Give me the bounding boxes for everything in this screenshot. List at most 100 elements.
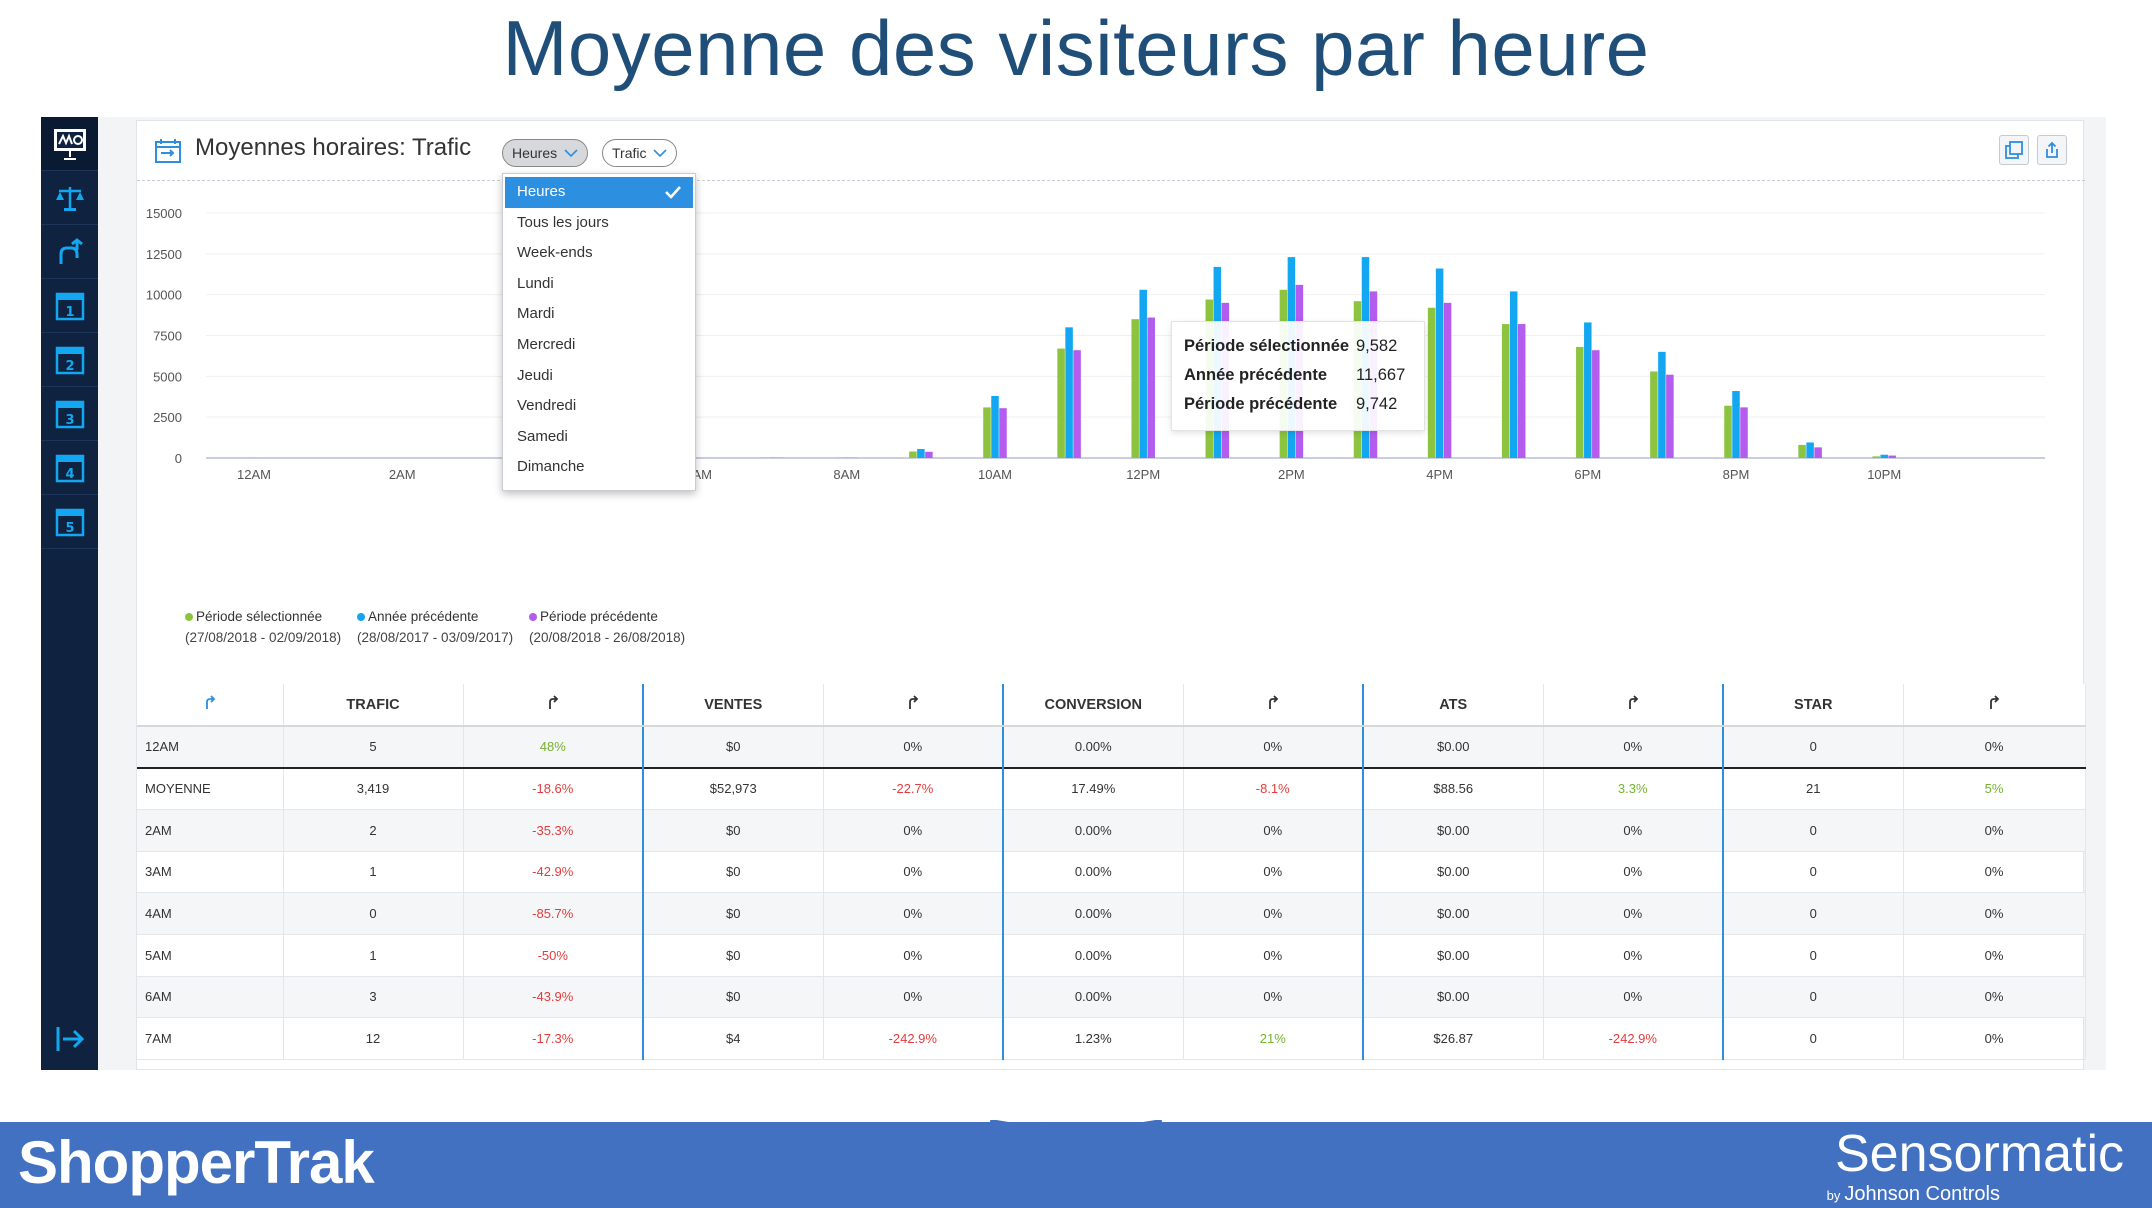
table-row[interactable]: MOYENNE 3,419 -18.6% $52,973 -22.7% 17.49% -8.… bbox=[137, 766, 2086, 810]
table-cell: $0 bbox=[643, 851, 824, 894]
legend-item-previous-year[interactable]: Année précédente (28/08/2017 - 03/09/201… bbox=[357, 609, 513, 645]
bar-previous-year bbox=[1880, 454, 1888, 458]
legend-item-previous-period[interactable]: Période précédente (20/08/2018 - 26/08/2… bbox=[529, 609, 685, 645]
table-cell: 0 bbox=[1723, 934, 1904, 977]
table-cell: $0 bbox=[643, 934, 824, 977]
svg-text:4: 4 bbox=[65, 467, 74, 482]
dropdown-item-tous-les-jours[interactable]: Tous les jours bbox=[503, 208, 695, 239]
table-row[interactable]: 6AM 3 -43.9% $0 0% 0.00% 0% $0.00 0% 0 0% bbox=[137, 976, 2086, 1019]
dropdown-item-week-ends[interactable]: Week-ends bbox=[503, 238, 695, 269]
export-button[interactable] bbox=[2037, 135, 2067, 165]
y-tick-label: 15000 bbox=[146, 206, 182, 221]
period-filter-dropdown[interactable]: Heures bbox=[502, 139, 589, 167]
table-row[interactable]: 5AM 1 -50% $0 0% 0.00% 0% $0.00 0% 0 0% bbox=[137, 934, 2086, 977]
dropdown-item-heures[interactable]: Heures bbox=[505, 177, 693, 208]
bar-selected bbox=[1650, 371, 1658, 458]
table-row[interactable]: 7AM 12 -17.3% $4 -242.9% 1.23% 21% $26.87 -242.9… bbox=[137, 1017, 2086, 1060]
chevron-down-icon bbox=[653, 149, 668, 158]
bar-selected bbox=[1872, 456, 1880, 458]
table-cell: $0.00 bbox=[1363, 934, 1544, 977]
dropdown-item-vendredi[interactable]: Vendredi bbox=[503, 391, 695, 422]
table-row[interactable]: 2AM 2 -35.3% $0 0% 0.00% 0% $0.00 0% 0 0% bbox=[137, 809, 2086, 852]
metrics-table: TRAFIC VENTES CONVERSION ATS STAR 12AM 5 4… bbox=[137, 684, 2086, 1060]
table-cell: 21 bbox=[1723, 766, 1904, 810]
y-tick-label: 7500 bbox=[153, 329, 182, 344]
nav-calendar-5[interactable]: 5 bbox=[41, 495, 98, 549]
y-tick-label: 12500 bbox=[146, 247, 182, 262]
nav-logout[interactable] bbox=[41, 1012, 98, 1066]
table-cell: 0% bbox=[1903, 1017, 2086, 1060]
table-cell: $0 bbox=[643, 809, 824, 852]
table-cell: -43.9% bbox=[463, 976, 644, 1019]
x-tick-label: 6PM bbox=[1574, 467, 1601, 482]
dropdown-item-mercredi[interactable]: Mercredi bbox=[503, 330, 695, 361]
x-tick-label: 8PM bbox=[1723, 467, 1750, 482]
main-panel: Moyennes horaires: Trafic Heures Trafic bbox=[98, 117, 2106, 1070]
sort-toggle-header[interactable] bbox=[137, 684, 284, 727]
bar-selected bbox=[1501, 324, 1510, 458]
bar-previous-year bbox=[1139, 289, 1147, 458]
dropdown-item-mardi[interactable]: Mardi bbox=[503, 299, 695, 330]
tooltip-label: Période précédente bbox=[1184, 395, 1338, 413]
bar-previous-period bbox=[1888, 455, 1896, 458]
table-cell: 0% bbox=[1543, 976, 1724, 1019]
ats-change-header[interactable] bbox=[1543, 684, 1724, 727]
bar-previous-year bbox=[1806, 442, 1814, 458]
x-tick-label: 2PM bbox=[1278, 467, 1305, 482]
table-row[interactable]: 12AM 5 48% $0 0% 0.00% 0% $0.00 0% 0 0% bbox=[137, 726, 2086, 769]
nav-calendar-2[interactable]: 2 bbox=[41, 333, 98, 387]
nav-calendar-1[interactable]: 1 bbox=[41, 279, 98, 333]
nav-calendar-3[interactable]: 3 bbox=[41, 387, 98, 441]
bar-previous-year bbox=[1435, 268, 1444, 458]
table-cell: 0.00% bbox=[1003, 934, 1184, 977]
bar-previous-period bbox=[1666, 374, 1674, 458]
bar-previous-period bbox=[1592, 350, 1600, 458]
nav-calendar-4[interactable]: 4 bbox=[41, 441, 98, 495]
dropdown-item-samedi[interactable]: Samedi bbox=[503, 422, 695, 453]
sensormatic-logo: Sensormatic bbox=[1835, 1125, 2124, 1183]
column-header-star[interactable]: STAR bbox=[1723, 684, 1904, 727]
ventes-change-header[interactable] bbox=[823, 684, 1004, 727]
nav-dashboard[interactable] bbox=[41, 117, 98, 171]
column-header-ats[interactable]: ATS bbox=[1363, 684, 1544, 727]
tooltip-label: Période sélectionnée bbox=[1184, 337, 1350, 355]
nav-flow[interactable] bbox=[41, 225, 98, 279]
table-cell: 17.49% bbox=[1003, 766, 1184, 810]
y-tick-label: 10000 bbox=[146, 288, 182, 303]
bar-selected bbox=[1724, 405, 1732, 458]
dropdown-item-lundi[interactable]: Lundi bbox=[503, 269, 695, 300]
tooltip-row: Période sélectionnée 9,582 bbox=[1184, 332, 1412, 361]
conversion-change-header[interactable] bbox=[1183, 684, 1364, 727]
dropdown-item-label: Dimanche bbox=[517, 458, 585, 476]
table-cell: 0% bbox=[1183, 934, 1364, 977]
column-header-ventes[interactable]: VENTES bbox=[643, 684, 824, 727]
table-row[interactable]: 3AM 1 -42.9% $0 0% 0.00% 0% $0.00 0% 0 0% bbox=[137, 851, 2086, 894]
table-cell: -85.7% bbox=[463, 892, 644, 935]
slide-title: Moyenne des visiteurs par heure bbox=[502, 4, 1650, 92]
column-header-trafic[interactable]: TRAFIC bbox=[283, 684, 464, 727]
table-cell: 0 bbox=[1723, 809, 1904, 852]
table-cell: 0% bbox=[823, 976, 1004, 1019]
table-cell: -35.3% bbox=[463, 809, 644, 852]
copy-button[interactable] bbox=[1999, 135, 2029, 165]
dropdown-item-jeudi[interactable]: Jeudi bbox=[503, 361, 695, 392]
table-cell: 0% bbox=[1543, 726, 1724, 769]
table-row[interactable]: 4AM 0 -85.7% $0 0% 0.00% 0% $0.00 0% 0 0% bbox=[137, 892, 2086, 935]
table-cell: 0% bbox=[1903, 934, 2086, 977]
trafic-change-header[interactable] bbox=[463, 684, 644, 727]
calendar-4-icon: 4 bbox=[55, 454, 84, 482]
bar-selected bbox=[1131, 319, 1139, 458]
dropdown-item-dimanche[interactable]: Dimanche bbox=[503, 452, 695, 483]
nav-compare[interactable] bbox=[41, 171, 98, 225]
table-cell: 0.00% bbox=[1003, 892, 1184, 935]
copy-icon bbox=[2005, 141, 2023, 159]
svg-text:1: 1 bbox=[65, 305, 74, 320]
table-cell: -18.6% bbox=[463, 766, 644, 810]
dropdown-item-label: Mardi bbox=[517, 305, 555, 323]
metric-filter-dropdown[interactable]: Trafic bbox=[602, 139, 678, 167]
legend-item-selected[interactable]: Période sélectionnée (27/08/2018 - 02/09… bbox=[185, 609, 341, 645]
star-change-header[interactable] bbox=[1903, 684, 2086, 727]
table-cell: -50% bbox=[463, 934, 644, 977]
dropdown-item-label: Week-ends bbox=[517, 244, 593, 262]
column-header-conversion[interactable]: CONVERSION bbox=[1003, 684, 1184, 727]
